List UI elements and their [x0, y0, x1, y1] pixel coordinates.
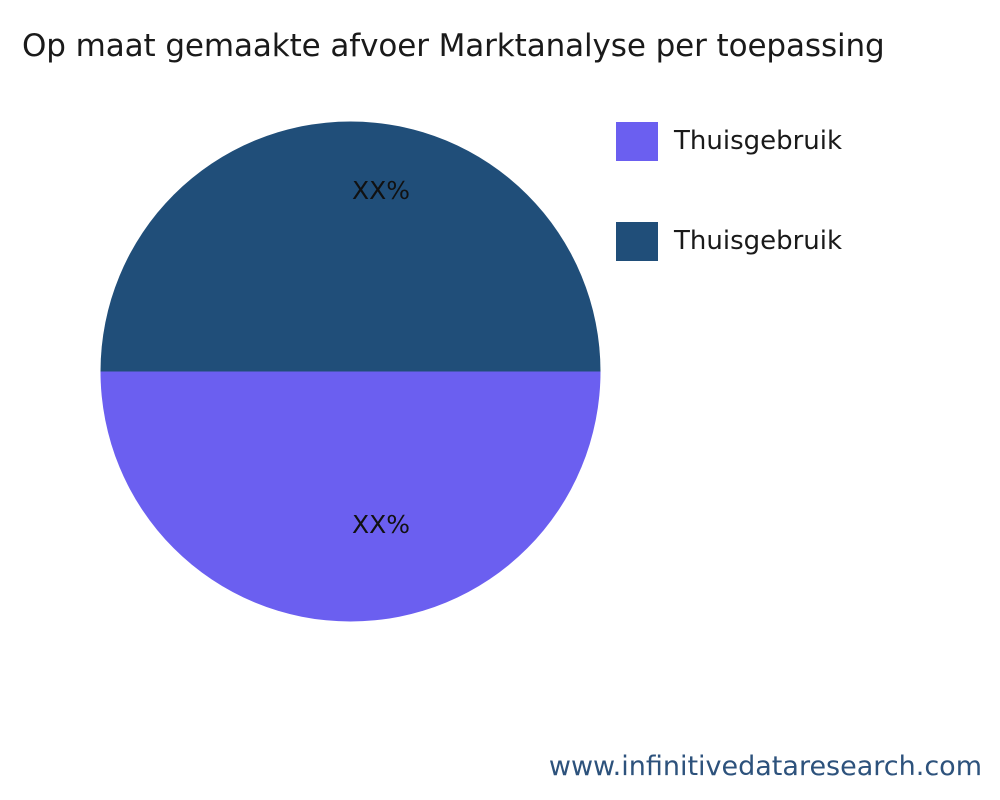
legend: Thuisgebruik Thuisgebruik — [616, 118, 986, 318]
pie-slice-upper[interactable] — [100, 121, 601, 372]
legend-label-1: Thuisgebruik — [674, 226, 843, 256]
legend-swatch-icon-0 — [616, 122, 658, 161]
pie-svg — [100, 121, 601, 622]
pie-slice-upper-label: XX% — [351, 176, 410, 205]
legend-swatch-icon-1 — [616, 222, 658, 261]
legend-item-1[interactable]: Thuisgebruik — [616, 218, 986, 318]
footer-url[interactable]: www.infinitivedataresearch.com — [548, 751, 982, 782]
pie-plot-area — [100, 121, 601, 622]
page-title: Op maat gemaakte afvoer Marktanalyse per… — [22, 28, 885, 64]
pie-slice-lower-label: XX% — [351, 510, 410, 539]
legend-item-0[interactable]: Thuisgebruik — [616, 118, 986, 218]
legend-label-0: Thuisgebruik — [674, 126, 843, 156]
pie-slice-lower[interactable] — [100, 371, 601, 622]
